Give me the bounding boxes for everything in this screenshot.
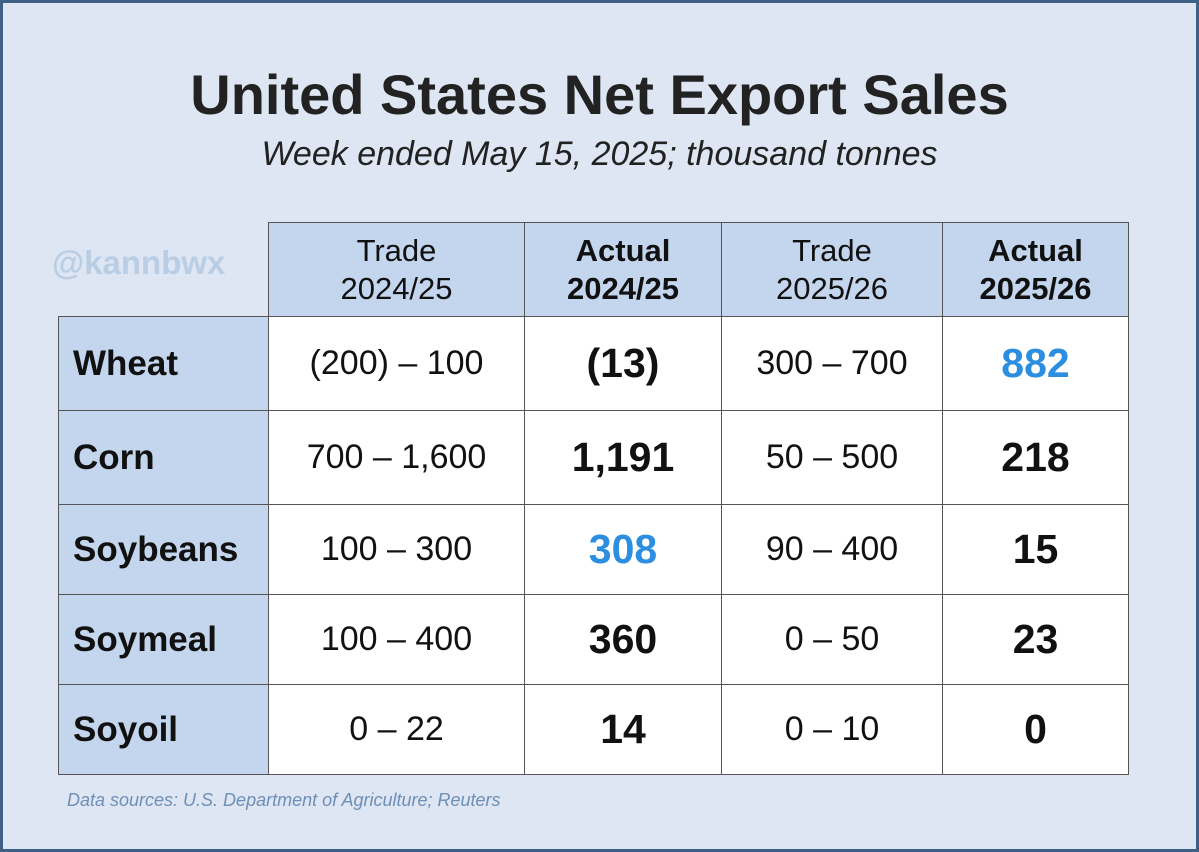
export-sales-table: Trade 2024/25 Actual 2024/25 Trade 2025/…	[58, 222, 1129, 775]
header-corner	[59, 223, 269, 317]
col-header-trade-2024-25: Trade 2024/25	[268, 222, 525, 317]
table-row-corn: Corn 700 – 1,600 1,191 50 – 500 218	[58, 410, 1129, 505]
cell-trade-2025-26: 90 – 400	[721, 504, 943, 595]
cell-actual-2024-25: (13)	[524, 316, 722, 411]
cell-trade-2025-26: 300 – 700	[721, 316, 943, 411]
table-row-soyoil: Soyoil 0 – 22 14 0 – 10 0	[58, 684, 1129, 775]
col-header-line1: Actual	[988, 233, 1083, 269]
cell-trade-2025-26: 0 – 10	[721, 684, 943, 775]
cell-trade-2024-25: 0 – 22	[268, 684, 525, 775]
col-header-line1: Actual	[575, 233, 671, 269]
cell-trade-2025-26: 0 – 50	[721, 594, 943, 685]
col-header-line2: 2025/26	[979, 270, 1092, 306]
cell-trade-2024-25: (200) – 100	[268, 316, 525, 411]
cell-actual-2024-25: 1,191	[524, 410, 722, 505]
table-row-soybeans: Soybeans 100 – 300 308 90 – 400 15	[58, 504, 1129, 595]
row-label-soymeal: Soymeal	[58, 594, 269, 685]
watermark: @kannbwx	[52, 244, 226, 281]
cell-actual-2025-26: 218	[942, 410, 1129, 505]
col-header-line2: 2024/25	[566, 270, 680, 306]
table-row-wheat: Wheat (200) – 100 (13) 300 – 700 882	[58, 316, 1129, 411]
row-label-wheat: Wheat	[58, 316, 269, 411]
row-label-soybeans: Soybeans	[58, 504, 269, 595]
cell-trade-2024-25: 100 – 300	[268, 504, 525, 595]
cell-actual-2025-26: 15	[942, 504, 1129, 595]
cell-actual-2024-25: 308	[524, 504, 722, 595]
cell-actual-2025-26: 882	[942, 316, 1129, 411]
col-header-line1: Trade	[356, 233, 437, 269]
source-note: Data sources: U.S. Department of Agricul…	[67, 790, 501, 810]
row-label-corn: Corn	[58, 410, 269, 505]
cell-trade-2025-26: 50 – 500	[721, 410, 943, 505]
header-row: Trade 2024/25 Actual 2024/25 Trade 2025/…	[59, 222, 1129, 317]
row-label-soyoil: Soyoil	[58, 684, 269, 775]
col-header-line2: 2024/25	[340, 270, 453, 306]
chart-subtitle: Week ended May 15, 2025; thousand tonnes	[261, 135, 938, 173]
cell-trade-2024-25: 700 – 1,600	[268, 410, 525, 505]
cell-actual-2024-25: 14	[524, 684, 722, 775]
col-header-actual-2024-25: Actual 2024/25	[524, 222, 722, 317]
cell-actual-2024-25: 360	[524, 594, 722, 685]
col-header-line1: Trade	[792, 233, 872, 269]
chart-title: United States Net Export Sales	[190, 63, 1009, 126]
col-header-trade-2025-26: Trade 2025/26	[721, 222, 943, 317]
cell-actual-2025-26: 0	[942, 684, 1129, 775]
cell-actual-2025-26: 23	[942, 594, 1129, 685]
cell-trade-2024-25: 100 – 400	[268, 594, 525, 685]
col-header-line2: 2025/26	[775, 270, 889, 306]
table-row-soymeal: Soymeal 100 – 400 360 0 – 50 23	[58, 594, 1129, 685]
col-header-actual-2025-26: Actual 2025/26	[942, 222, 1129, 317]
